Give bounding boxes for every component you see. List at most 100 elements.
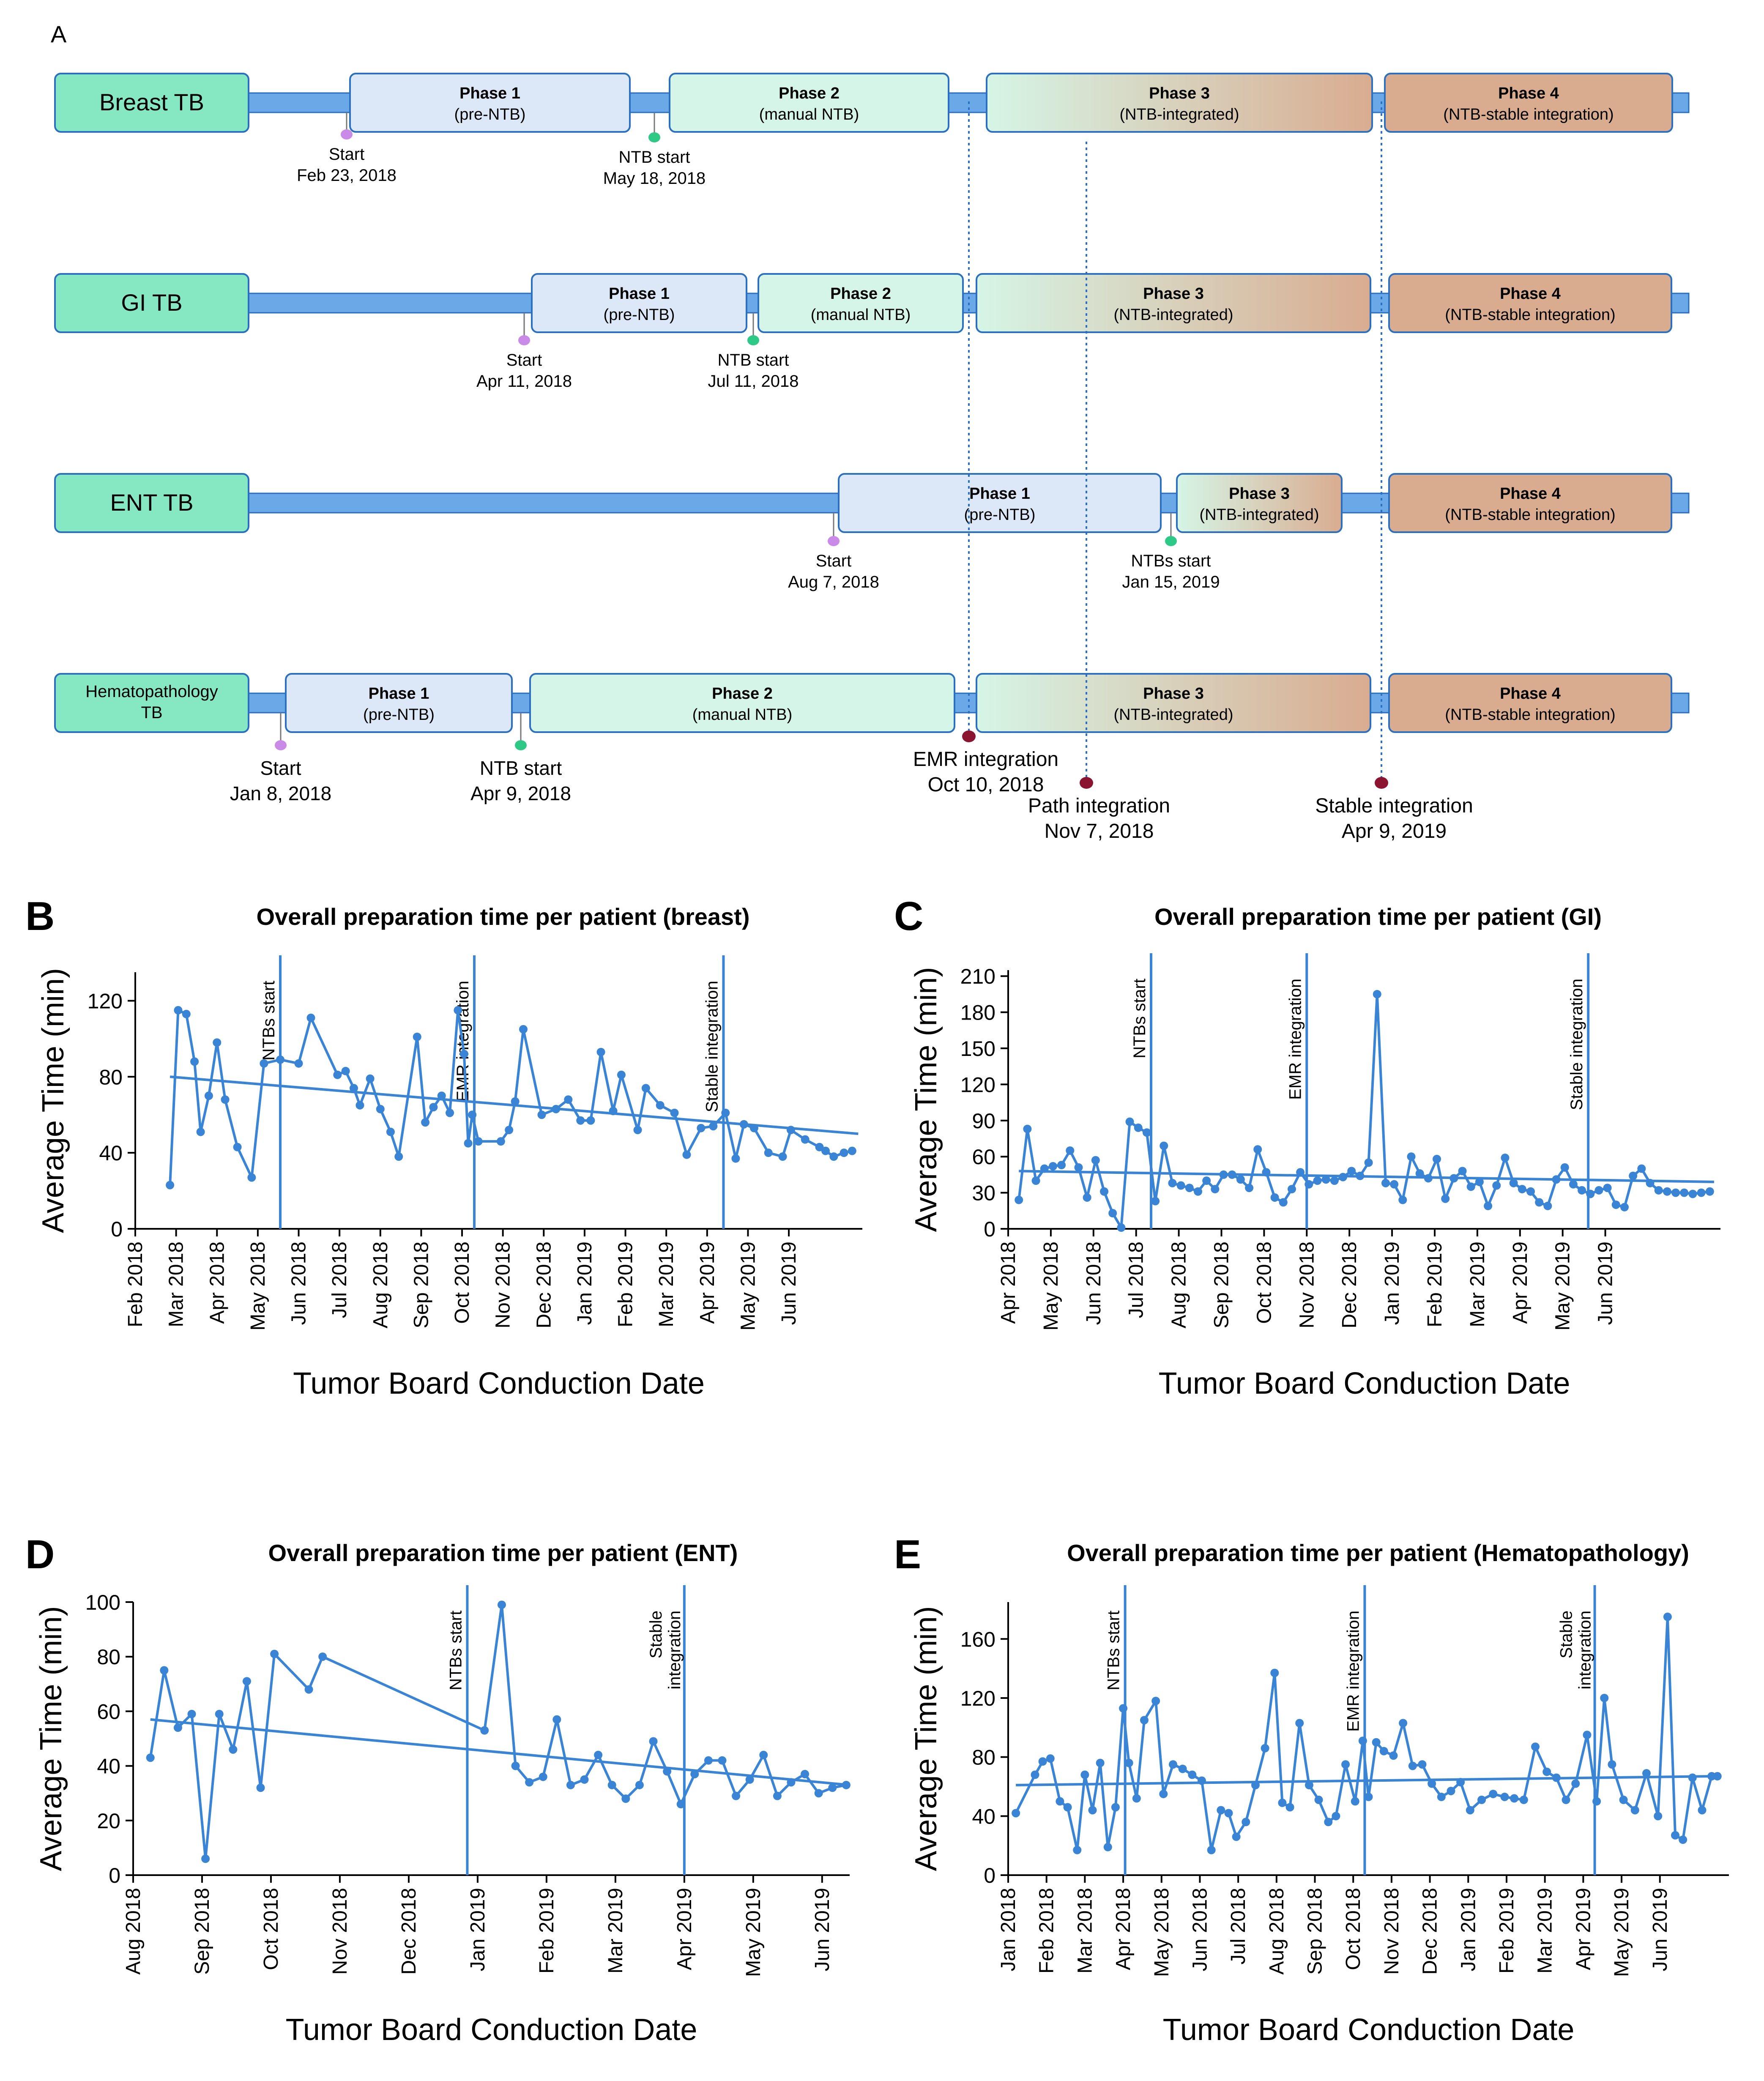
data-point [421, 1118, 430, 1127]
data-point [1526, 1187, 1535, 1196]
data-point [349, 1084, 358, 1093]
y-tick-label: 120 [88, 989, 123, 1013]
data-point [1117, 1223, 1126, 1232]
data-point [1466, 1806, 1474, 1815]
data-point [1629, 1171, 1638, 1180]
phase-subtitle: (NTB-stable integration) [1445, 706, 1615, 724]
data-point [1592, 1797, 1601, 1806]
data-point [1242, 1818, 1250, 1827]
y-tick-label: 0 [984, 1864, 995, 1887]
data-point [778, 1152, 787, 1161]
y-tick-label: 60 [972, 1145, 995, 1169]
data-point [166, 1181, 175, 1190]
phase-subtitle: (pre-NTB) [454, 106, 526, 123]
x-tick-label: Sep 2018 [410, 1241, 432, 1329]
data-point [1379, 1747, 1388, 1756]
data-point [1428, 1779, 1436, 1788]
data-point [1358, 1736, 1367, 1745]
data-point [745, 1775, 754, 1784]
x-tick-label: Feb 2018 [124, 1241, 147, 1327]
marker-date: Aug 7, 2018 [788, 573, 879, 591]
data-point [213, 1038, 222, 1047]
y-tick-label: 20 [97, 1809, 120, 1833]
data-point [1038, 1757, 1047, 1766]
y-tick-label: 150 [960, 1037, 995, 1061]
data-point [1188, 1770, 1197, 1779]
data-point [828, 1783, 837, 1792]
y-tick-label: 80 [972, 1746, 995, 1769]
y-tick-label: 120 [960, 1687, 995, 1710]
panel-letter: B [25, 894, 55, 939]
x-tick-label: Mar 2019 [655, 1241, 678, 1327]
data-point [1654, 1812, 1663, 1821]
phase-box [285, 673, 513, 733]
data-point [552, 1105, 561, 1113]
x-tick-label: Dec 2018 [398, 1888, 420, 1974]
data-point [1399, 1719, 1408, 1728]
phase-box [986, 73, 1373, 133]
phase-title: Phase 2 [712, 685, 773, 703]
data-point [1560, 1163, 1569, 1172]
marker-date: Apr 9, 2018 [470, 782, 571, 804]
data-point [1418, 1760, 1427, 1769]
data-point [1489, 1789, 1498, 1798]
tb-name-label: Breast TB [99, 89, 204, 115]
integration-event-label: Stable integration [1315, 795, 1473, 817]
data-point [1270, 1668, 1279, 1677]
data-point [1305, 1180, 1313, 1189]
marker-date: Jul 11, 2018 [708, 372, 799, 391]
start-dot [518, 335, 530, 345]
start-dot [828, 536, 840, 546]
data-point [459, 1050, 468, 1058]
marker-date: Jan 15, 2019 [1122, 573, 1220, 591]
data-point [564, 1095, 573, 1104]
data-point [1202, 1176, 1211, 1185]
x-tick-label: May 2019 [742, 1888, 765, 1977]
data-point [1456, 1778, 1465, 1787]
data-point [656, 1101, 665, 1110]
y-axis-label: Average Time (min) [36, 968, 70, 1233]
x-tick-label: Mar 2019 [1466, 1241, 1489, 1327]
x-tick-label: Jun 2019 [1649, 1888, 1671, 1972]
data-point [233, 1143, 242, 1151]
tb-name-label: TB [141, 703, 162, 722]
marker-label: NTBs start [1131, 552, 1211, 570]
event-vline-label: Stable integration [1567, 979, 1586, 1110]
data-point [801, 1135, 810, 1144]
data-point [464, 1139, 473, 1148]
x-tick-label: Oct 2018 [1342, 1888, 1365, 1970]
start-dot [275, 740, 287, 750]
data-point [511, 1097, 520, 1106]
data-point [1321, 1175, 1330, 1184]
start-dot [341, 129, 353, 139]
data-point [649, 1737, 658, 1746]
series-line [1017, 993, 1710, 1229]
data-point [1287, 1185, 1296, 1194]
data-point [1373, 990, 1381, 998]
data-point [1562, 1795, 1570, 1804]
series-line [149, 1603, 847, 1860]
data-point [609, 1107, 618, 1116]
data-point [1407, 1152, 1416, 1161]
marker-label: Start [816, 552, 851, 570]
data-point [174, 1006, 183, 1015]
data-point [1571, 1779, 1580, 1788]
data-point [1261, 1744, 1269, 1753]
data-point [1477, 1795, 1486, 1804]
data-point [633, 1126, 642, 1135]
chart-panel-e: E Overall preparation time per patient (H… [894, 1532, 1729, 2047]
data-point [294, 1059, 303, 1068]
data-point [1679, 1835, 1687, 1844]
y-tick-label: 40 [99, 1141, 123, 1165]
marker-label: Start [329, 145, 364, 164]
x-tick-label: Sep 2018 [1210, 1241, 1233, 1329]
data-point [709, 1122, 718, 1131]
event-vline-label-line2: integration [665, 1611, 684, 1690]
x-tick-label: Jun 2019 [811, 1888, 834, 1972]
x-tick-label: May 2019 [737, 1241, 759, 1331]
x-tick-label: Apr 2019 [1509, 1241, 1532, 1324]
data-point [386, 1127, 395, 1136]
integration-event-date: Oct 10, 2018 [928, 774, 1044, 796]
data-point [376, 1105, 385, 1113]
data-point [1012, 1809, 1020, 1818]
